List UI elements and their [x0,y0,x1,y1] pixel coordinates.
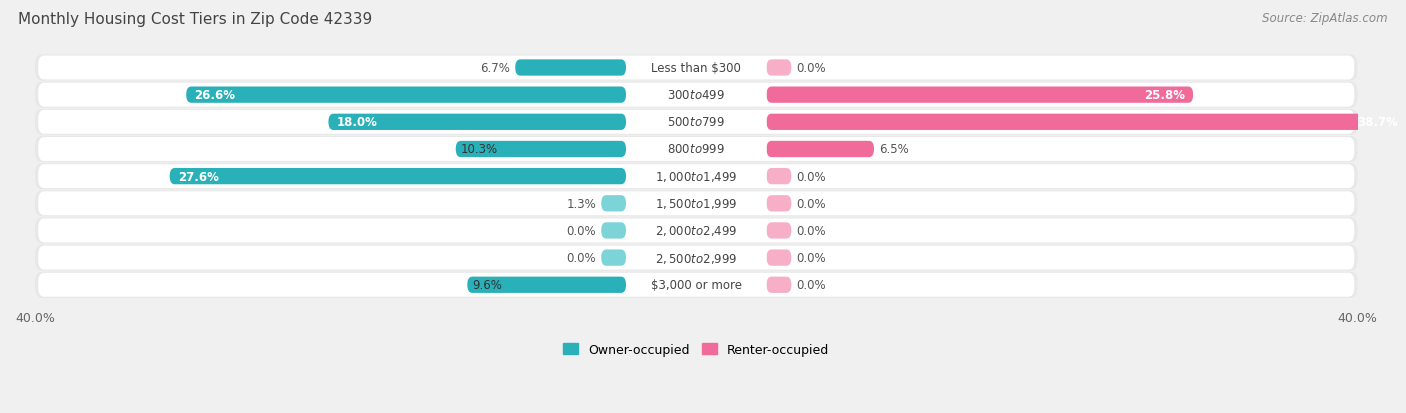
FancyBboxPatch shape [38,57,1354,80]
FancyBboxPatch shape [626,277,766,293]
Text: 0.0%: 0.0% [796,252,825,264]
FancyBboxPatch shape [602,250,626,266]
FancyBboxPatch shape [38,219,1354,243]
Text: 0.0%: 0.0% [796,197,825,210]
FancyBboxPatch shape [35,137,1358,163]
FancyBboxPatch shape [626,196,766,212]
FancyBboxPatch shape [38,83,1354,107]
Text: 27.6%: 27.6% [179,170,219,183]
FancyBboxPatch shape [515,60,626,76]
Text: $3,000 or more: $3,000 or more [651,279,742,292]
FancyBboxPatch shape [766,87,1194,104]
Text: 26.6%: 26.6% [194,89,235,102]
FancyBboxPatch shape [602,196,626,212]
Text: 0.0%: 0.0% [567,224,596,237]
FancyBboxPatch shape [626,60,766,76]
FancyBboxPatch shape [626,142,766,158]
FancyBboxPatch shape [766,223,792,239]
FancyBboxPatch shape [626,250,766,266]
FancyBboxPatch shape [35,191,1358,217]
FancyBboxPatch shape [456,142,626,158]
Text: Monthly Housing Cost Tiers in Zip Code 42339: Monthly Housing Cost Tiers in Zip Code 4… [18,12,373,27]
FancyBboxPatch shape [38,192,1354,216]
FancyBboxPatch shape [766,114,1406,131]
Text: $2,000 to $2,499: $2,000 to $2,499 [655,224,738,238]
FancyBboxPatch shape [766,250,792,266]
FancyBboxPatch shape [38,246,1354,270]
Text: 0.0%: 0.0% [796,170,825,183]
Text: $300 to $499: $300 to $499 [668,89,725,102]
FancyBboxPatch shape [766,277,792,293]
Text: $1,500 to $1,999: $1,500 to $1,999 [655,197,738,211]
FancyBboxPatch shape [186,87,626,104]
FancyBboxPatch shape [766,142,875,158]
FancyBboxPatch shape [38,165,1354,189]
Text: 6.7%: 6.7% [481,62,510,75]
FancyBboxPatch shape [35,272,1358,298]
FancyBboxPatch shape [626,114,766,131]
Text: 1.3%: 1.3% [567,197,596,210]
Text: 6.5%: 6.5% [879,143,908,156]
Text: 38.7%: 38.7% [1357,116,1398,129]
FancyBboxPatch shape [766,196,792,212]
FancyBboxPatch shape [35,83,1358,109]
Text: $1,000 to $1,499: $1,000 to $1,499 [655,170,738,184]
FancyBboxPatch shape [38,138,1354,161]
FancyBboxPatch shape [766,169,792,185]
Text: 0.0%: 0.0% [796,224,825,237]
FancyBboxPatch shape [35,218,1358,244]
FancyBboxPatch shape [467,277,626,293]
Text: 9.6%: 9.6% [472,279,502,292]
Text: 25.8%: 25.8% [1144,89,1185,102]
Text: $2,500 to $2,999: $2,500 to $2,999 [655,251,738,265]
Text: $800 to $999: $800 to $999 [668,143,725,156]
Legend: Owner-occupied, Renter-occupied: Owner-occupied, Renter-occupied [564,343,830,356]
Text: 10.3%: 10.3% [461,143,498,156]
FancyBboxPatch shape [38,111,1354,135]
FancyBboxPatch shape [626,223,766,239]
Text: Less than $300: Less than $300 [651,62,741,75]
Text: Source: ZipAtlas.com: Source: ZipAtlas.com [1263,12,1388,25]
Text: 0.0%: 0.0% [567,252,596,264]
FancyBboxPatch shape [329,114,626,131]
FancyBboxPatch shape [602,223,626,239]
FancyBboxPatch shape [170,169,626,185]
FancyBboxPatch shape [626,169,766,185]
FancyBboxPatch shape [766,60,792,76]
FancyBboxPatch shape [35,164,1358,190]
FancyBboxPatch shape [626,87,766,104]
Text: $500 to $799: $500 to $799 [668,116,725,129]
FancyBboxPatch shape [38,273,1354,297]
Text: 0.0%: 0.0% [796,279,825,292]
Text: 18.0%: 18.0% [336,116,378,129]
FancyBboxPatch shape [35,245,1358,271]
FancyBboxPatch shape [35,109,1358,135]
FancyBboxPatch shape [35,55,1358,81]
Text: 0.0%: 0.0% [796,62,825,75]
